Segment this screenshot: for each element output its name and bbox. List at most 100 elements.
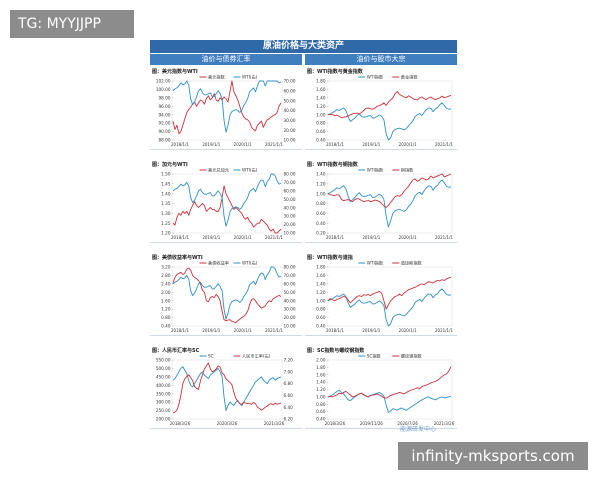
y-tick-label-left: 1.40 [316, 95, 326, 100]
y-tick-label-left: 1.25 [161, 221, 171, 226]
series-line [327, 179, 452, 228]
y-tick-label-left: 1.50 [161, 172, 171, 177]
legend-label: WTI(右) [242, 166, 258, 173]
x-tick-label: 2020/7/26 [397, 421, 418, 426]
plot-frame [326, 359, 453, 420]
report-title: 原油价格与大类资产 [150, 40, 457, 53]
x-tick-label: 2020/1/1 [234, 235, 252, 240]
plot-frame [171, 266, 283, 327]
y-tick-label-right: 50.00 [284, 197, 296, 202]
chart-title: 图：加元与WTI [152, 162, 188, 168]
y-tick-label-left: 350.00 [156, 391, 171, 396]
legend-label: 黄金指数 [401, 73, 419, 80]
series-line [172, 362, 282, 414]
y-tick-label-right: 30.00 [284, 118, 296, 123]
chart-svg: 550.00 500.00 450.00 400.00 350.00 300.00 250.… [156, 352, 294, 426]
legend-label: 人民币汇率(右) [242, 352, 271, 359]
panel-wti-gold: 图：WTI指数与黄金指数 1.80 1.60 1.40 1.20 1.00 0.80 0.6… [305, 67, 457, 150]
legend-label: 铜指数 [401, 166, 414, 173]
y-tick-label-left: 2.00 [316, 358, 326, 363]
y-tick-label-left: 1.00 [316, 191, 326, 196]
legend-label: 美债收益率 [208, 259, 229, 266]
chart-title: 图：美债收益率与WTI [152, 255, 203, 261]
y-tick-label-right: 30.00 [284, 307, 296, 312]
y-tick-label-left: 1.20 [316, 290, 326, 295]
x-tick-label: 2021/1/1 [265, 235, 283, 240]
y-tick-label-right: 70.00 [284, 273, 296, 278]
series-line [172, 366, 282, 412]
series-line [327, 102, 452, 141]
y-tick-label-right: 6.80 [284, 381, 294, 386]
y-tick-label-left: 400.00 [156, 383, 171, 388]
x-tick-label: 2018/3/26 [325, 421, 346, 426]
chart-title: 图：WTI指数与黄金指数 [307, 69, 363, 75]
y-tick-label-left: 1.35 [161, 201, 171, 206]
y-tick-label-left: 1.20 [316, 104, 326, 109]
chart-title: 图：SC指数与螺纹钢指数 [307, 348, 365, 354]
panel-wti-copper: 图：WTI指数与铜指数 1.40 1.20 1.00 0.80 0.60 0.40 0.20… [305, 160, 457, 243]
y-tick-label-right: 30.00 [284, 214, 296, 219]
chart-svg: 2.00 1.80 1.60 1.40 1.20 1.00 0.80 0.60 0.402018… [316, 352, 455, 426]
y-tick-label-left: 0.40 [316, 324, 326, 329]
y-tick-label-left: 1.60 [316, 87, 326, 92]
legend-label: 螺纹钢指数 [401, 352, 423, 359]
x-tick-label: 2021/1/1 [435, 142, 453, 147]
y-tick-label-right: 80.00 [284, 265, 296, 270]
y-tick-label-left: 1.40 [316, 281, 326, 286]
right-column-header: 油价与股市大宗 [305, 54, 457, 65]
x-tick-label: 2019/1/1 [202, 142, 220, 147]
x-tick-label: 2018/1/1 [171, 328, 189, 333]
y-tick-label-left: 2.00 [161, 290, 171, 295]
y-tick-label-left: 1.80 [316, 265, 326, 270]
y-tick-label-left: 96.00 [159, 104, 171, 109]
y-tick-label-left: 250.00 [156, 408, 171, 413]
y-tick-label-right: 20.00 [284, 222, 296, 227]
series-line [327, 276, 452, 310]
y-tick-label-left: 90.00 [159, 129, 171, 134]
legend-label: WTI指数 [367, 259, 384, 266]
y-tick-label-right: 7.00 [284, 369, 294, 374]
research-stamp: 能源研发中心 [400, 426, 437, 433]
y-tick-label-left: 1.00 [316, 394, 326, 399]
left-column-header: 油价与债券汇率 [150, 54, 302, 65]
y-tick-label-left: 1.80 [316, 365, 326, 370]
panel-usd-wti: 图：美元指数与WTI 102.00 100.00 98.00 96.00 94.00 92… [150, 67, 302, 150]
y-tick-label-right: 20.00 [284, 128, 296, 133]
x-tick-label: 2021/3/26 [264, 421, 285, 426]
y-tick-label-left: 200.00 [156, 417, 171, 422]
y-tick-label-left: 500.00 [156, 366, 171, 371]
y-tick-label-right: 10.00 [284, 324, 296, 329]
chart-title: 图：WTI指数与道指 [307, 255, 353, 261]
panel-cad-wti: 图：加元与WTI 1.50 1.45 1.40 1.35 1.30 1.25 1.20 80.… [150, 160, 302, 243]
x-tick-label: 2018/3/26 [170, 421, 191, 426]
x-tick-label: 2019/1/1 [362, 328, 380, 333]
y-tick-label-left: 0.60 [316, 211, 326, 216]
legend-label: SC [208, 353, 214, 358]
y-tick-label-left: 3.20 [161, 265, 171, 270]
plot-frame [326, 266, 453, 327]
series-line [327, 366, 452, 399]
panel-rmb-sc: 图：人民币汇率与SC 550.00 500.00 450.00 400.00 350.0… [150, 346, 302, 429]
panel-wti-spx: 图：WTI指数与道指 1.80 1.60 1.40 1.20 1.00 0.80 0.60 0… [305, 253, 457, 336]
x-tick-label: 2018/1/1 [326, 142, 344, 147]
y-tick-label-left: 88.00 [159, 138, 171, 143]
series-line [327, 288, 452, 327]
y-tick-label-right: 50.00 [284, 290, 296, 295]
y-tick-label-left: 0.40 [161, 324, 171, 329]
plot-frame [326, 80, 453, 141]
x-tick-label: 2019/11/26 [360, 421, 384, 426]
y-tick-label-right: 80.00 [284, 172, 296, 177]
plot-frame [171, 359, 283, 420]
y-tick-label-left: 0.80 [316, 201, 326, 206]
legend-label: WTI指数 [367, 73, 384, 80]
plot-frame [171, 80, 283, 141]
y-tick-label-left: 0.40 [316, 417, 326, 422]
x-tick-label: 2020/1/1 [234, 328, 252, 333]
y-tick-label-right: 60.00 [284, 188, 296, 193]
y-tick-label-left: 1.40 [316, 172, 326, 177]
y-tick-label-left: 102.00 [156, 79, 171, 84]
panel-sc-rebar: 图：SC指数与螺纹钢指数 2.00 1.80 1.60 1.40 1.20 1.00 0.8… [305, 346, 457, 429]
x-tick-label: 2018/1/1 [171, 235, 189, 240]
y-tick-label-right: 70.00 [284, 180, 296, 185]
